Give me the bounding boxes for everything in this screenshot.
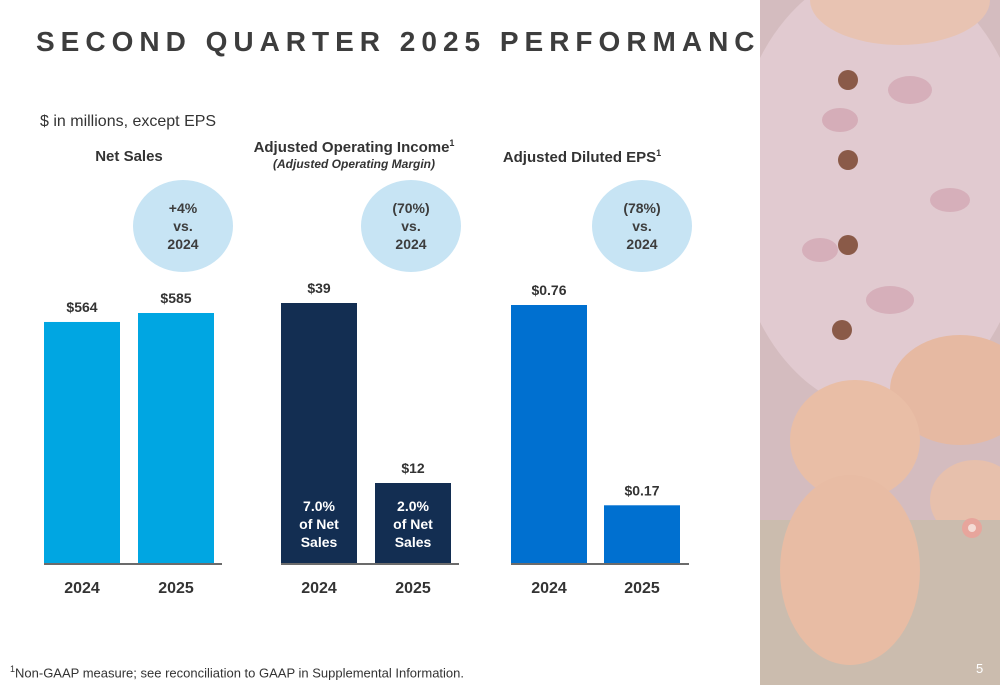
eps-change-bubble: (78%) vs. 2024 xyxy=(592,180,692,272)
bubble-line: (78%) xyxy=(623,200,661,216)
footnote: 1Non-GAAP measure; see reconciliation to… xyxy=(10,664,464,680)
page-title: SECOND QUARTER 2025 PERFORMANCE xyxy=(36,26,786,57)
x-tick-label: 2024 xyxy=(64,580,100,597)
bar-charts: $564 2024 $585 2025 $39 2024 7.0% of Net Sales $1… xyxy=(44,280,689,597)
net-sales-change-bubble: +4% vs. 2024 xyxy=(133,180,233,272)
baby-photo xyxy=(760,0,1000,685)
net-sales-header-text: Net Sales xyxy=(95,148,163,165)
bar-2025 xyxy=(375,483,451,563)
value-label: $564 xyxy=(66,299,97,315)
x-tick-label: 2024 xyxy=(301,580,337,597)
margin-label: 2.0% xyxy=(397,498,429,514)
baby-photo-illustration xyxy=(760,0,1000,685)
value-label: $0.76 xyxy=(531,282,566,298)
bar-2024 xyxy=(281,303,357,563)
units-note: $ in millions, except EPS xyxy=(40,113,217,130)
bar-2024 xyxy=(44,321,120,563)
footnote-marker: 1 xyxy=(10,664,16,674)
x-tick-label: 2025 xyxy=(395,580,431,597)
bubble-line: vs. xyxy=(173,218,193,234)
operating-income-footnote-marker: 1 xyxy=(449,138,455,148)
bubble-line: 2024 xyxy=(395,236,427,252)
eps-footnote-marker: 1 xyxy=(656,148,662,158)
operating-income-header-text: Adjusted Operating Income xyxy=(253,139,450,156)
value-label: $39 xyxy=(307,280,331,296)
bubble-line: vs. xyxy=(632,218,652,234)
operating-income-change-bubble: (70%) vs. 2024 xyxy=(361,180,461,272)
value-label: $585 xyxy=(160,290,191,306)
bubble-line: +4% xyxy=(168,200,198,216)
operating-income-header: Adjusted Operating Income1 (Adjusted Ope… xyxy=(254,138,455,171)
bubble-line: 2024 xyxy=(167,236,199,252)
eps-header-text: Adjusted Diluted EPS xyxy=(502,149,657,166)
footnote-text: Non-GAAP measure; see reconciliation to … xyxy=(15,665,464,681)
bubble-line: vs. xyxy=(401,218,421,234)
x-tick-label: 2025 xyxy=(158,580,194,597)
net-sales-header: Net Sales xyxy=(95,148,163,165)
margin-label: 7.0% xyxy=(303,498,335,514)
margin-label: of Net xyxy=(299,516,339,532)
margin-label: of Net xyxy=(393,516,433,532)
x-tick-label: 2025 xyxy=(624,580,660,597)
eps-header: Adjusted Diluted EPS1 xyxy=(503,148,661,166)
value-label: $0.17 xyxy=(624,482,659,498)
bar-2025 xyxy=(604,505,680,563)
x-tick-label: 2024 xyxy=(531,580,567,597)
operating-income-subheader: (Adjusted Operating Margin) xyxy=(273,157,435,171)
margin-label: Sales xyxy=(395,534,432,550)
page-number: 5 xyxy=(976,661,984,676)
bubble-line: 2024 xyxy=(626,236,658,252)
value-label: $12 xyxy=(401,460,425,476)
margin-label: Sales xyxy=(301,534,338,550)
bar-2025 xyxy=(138,313,214,563)
bar-2024 xyxy=(511,305,587,563)
bubble-line: (70%) xyxy=(392,200,430,216)
